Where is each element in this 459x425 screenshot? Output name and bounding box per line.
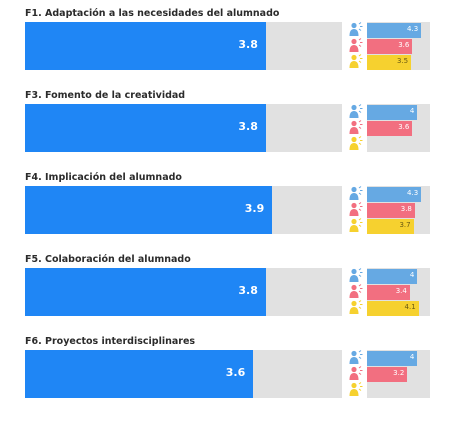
group-value-label: 3.8 <box>400 205 412 213</box>
overall-value-label: 3.8 <box>238 38 258 51</box>
overall-bar: 3.8 <box>25 268 266 316</box>
overall-bar: 3.6 <box>25 350 254 398</box>
overall-bar-track: 3.6 <box>25 350 342 398</box>
overall-bar: 3.8 <box>25 104 266 152</box>
person-yellow-icon <box>348 382 364 397</box>
group-bar-2: 3.6 <box>367 121 413 136</box>
group-value-label: 3.2 <box>393 369 405 377</box>
overall-bar-track: 3.8 <box>25 104 342 152</box>
overall-value-label: 3.9 <box>244 202 265 215</box>
person-yellow-icon <box>348 218 364 233</box>
person-yellow-icon <box>348 300 364 315</box>
overall-bar: 3.9 <box>25 186 273 234</box>
overall-value-label: 3.8 <box>238 284 258 297</box>
person-pink-icon <box>348 202 364 217</box>
group-value-label: 3.4 <box>395 287 407 295</box>
overall-bar-track: 3.8 <box>25 22 342 70</box>
panel-title: F4. Implicación del alumnado <box>25 172 182 183</box>
group-bar-2: 3.6 <box>367 39 413 54</box>
person-blue-icon <box>348 268 364 283</box>
group-bars-track: 4.3 3.8 3.7 <box>367 186 430 234</box>
group-value-label: 4.1 <box>404 303 416 311</box>
group-bar-2: 3.4 <box>367 285 410 300</box>
person-pink-icon <box>348 284 364 299</box>
group-bars-track: 4 3.4 4.1 <box>367 268 430 316</box>
group-bar-1: 4.3 <box>367 187 422 202</box>
person-yellow-icon <box>348 54 364 69</box>
overall-value-label: 3.8 <box>238 120 258 133</box>
group-value-label: 4 <box>409 107 415 115</box>
overall-bar-track: 3.8 <box>25 268 342 316</box>
panel-title: F3. Fomento de la creatividad <box>25 90 186 101</box>
person-pink-icon <box>348 366 364 381</box>
group-value-label: 3.5 <box>396 57 409 65</box>
person-yellow-icon <box>348 136 364 151</box>
group-value-label: 3.6 <box>398 123 410 131</box>
overall-value-label: 3.6 <box>225 366 246 379</box>
group-bar-1: 4.3 <box>367 23 422 38</box>
person-blue-icon <box>348 186 364 201</box>
group-bar-1: 4 <box>367 105 418 120</box>
group-bars-track: 4.3 3.6 3.5 <box>367 22 430 70</box>
group-bars-track: 4 3.2 <box>367 350 430 398</box>
group-bar-2: 3.8 <box>367 203 415 218</box>
group-bar-3: 3.5 <box>367 55 412 70</box>
group-bar-3: 4.1 <box>367 301 419 316</box>
person-blue-icon <box>348 350 364 365</box>
person-blue-icon <box>348 104 364 119</box>
group-bar-3: 3.7 <box>367 219 414 234</box>
group-value-label: 4.3 <box>407 189 419 197</box>
group-bar-1: 4 <box>367 351 418 366</box>
group-value-label: 4 <box>409 353 415 361</box>
person-pink-icon <box>348 38 364 53</box>
panel-title: F5. Colaboración del alumnado <box>25 254 191 265</box>
group-value-label: 4 <box>409 271 415 279</box>
group-bars-track: 4 3.6 <box>367 104 430 152</box>
group-value-label: 3.6 <box>398 41 410 49</box>
group-value-label: 4.3 <box>407 25 419 33</box>
panel-title: F1. Adaptación a las necesidades del alu… <box>25 8 280 19</box>
overall-bar-track: 3.9 <box>25 186 342 234</box>
group-bar-2: 3.2 <box>367 367 408 382</box>
overall-bar: 3.8 <box>25 22 266 70</box>
group-bar-1: 4 <box>367 269 418 284</box>
person-pink-icon <box>348 120 364 135</box>
group-value-label: 3.7 <box>399 221 411 229</box>
person-blue-icon <box>348 22 364 37</box>
panel-title: F6. Proyectos interdisciplinares <box>25 336 196 347</box>
